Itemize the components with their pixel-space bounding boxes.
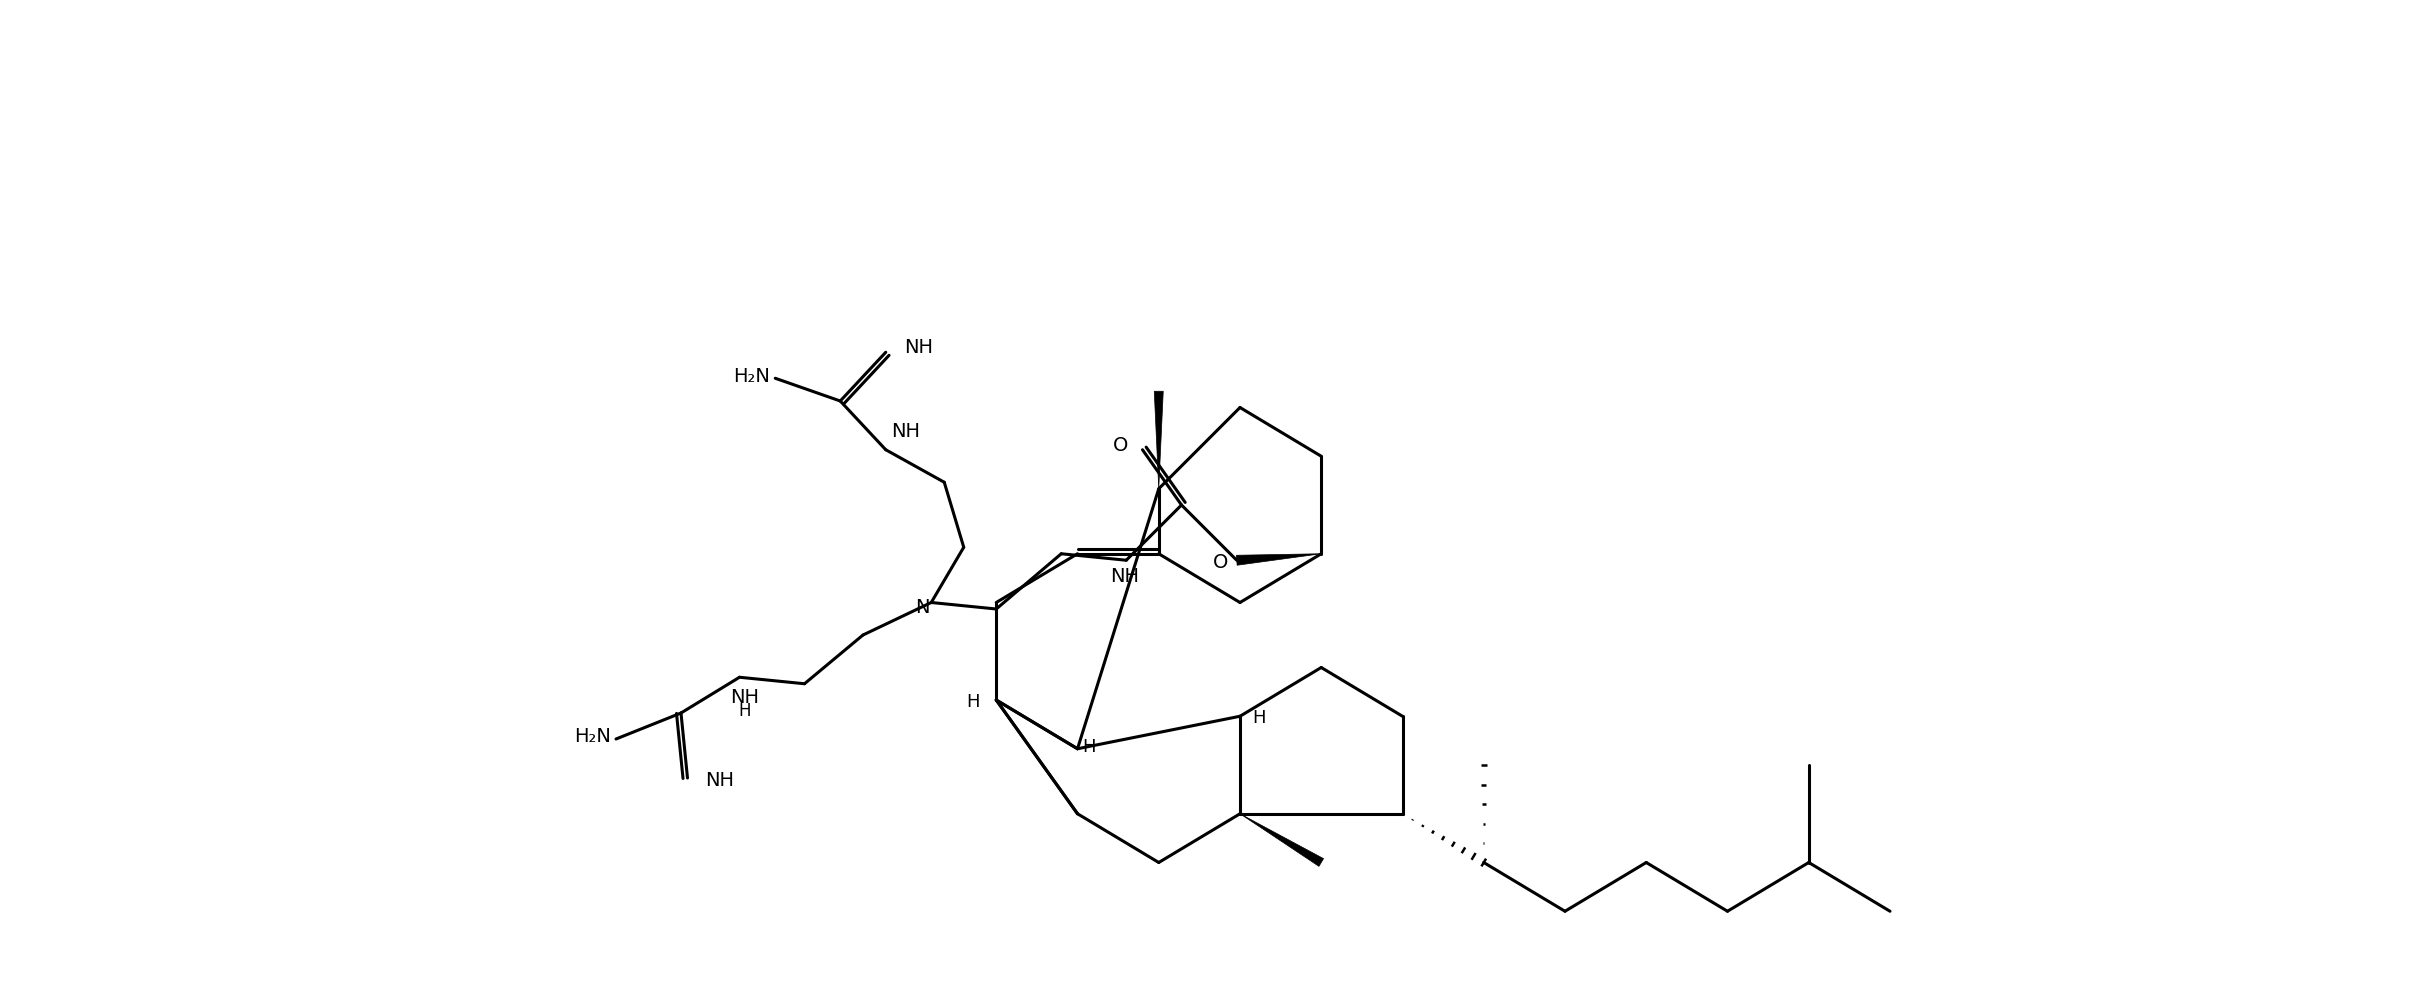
Text: H: H — [1083, 738, 1096, 756]
Polygon shape — [1153, 392, 1163, 489]
Text: NH: NH — [905, 338, 934, 357]
Polygon shape — [1240, 814, 1325, 866]
Text: NH: NH — [890, 422, 919, 441]
Text: N: N — [915, 598, 929, 617]
Text: H: H — [738, 703, 750, 720]
Text: NH: NH — [731, 688, 760, 707]
Polygon shape — [1235, 554, 1322, 565]
Text: NH: NH — [1110, 567, 1139, 585]
Text: H₂N: H₂N — [574, 727, 610, 747]
Text: O: O — [1214, 553, 1228, 572]
Text: H: H — [968, 693, 980, 711]
Text: O: O — [1112, 436, 1129, 456]
Text: NH: NH — [705, 770, 734, 789]
Text: H: H — [1252, 709, 1264, 727]
Text: H₂N: H₂N — [734, 367, 770, 386]
